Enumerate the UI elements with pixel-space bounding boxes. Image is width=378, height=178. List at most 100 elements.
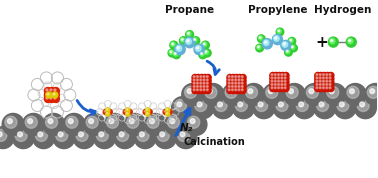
Circle shape: [238, 79, 240, 81]
Circle shape: [324, 83, 346, 106]
Circle shape: [318, 72, 324, 78]
Circle shape: [329, 74, 331, 75]
Circle shape: [205, 74, 211, 80]
Circle shape: [168, 111, 170, 112]
Circle shape: [268, 89, 273, 94]
Circle shape: [53, 127, 75, 149]
Circle shape: [266, 86, 278, 98]
Circle shape: [347, 38, 353, 44]
Circle shape: [5, 116, 17, 128]
Circle shape: [76, 129, 88, 142]
Circle shape: [205, 84, 211, 90]
Circle shape: [283, 72, 289, 78]
Circle shape: [197, 102, 202, 107]
Circle shape: [96, 129, 108, 142]
Circle shape: [175, 127, 197, 149]
Circle shape: [230, 88, 236, 94]
Circle shape: [227, 88, 233, 94]
Circle shape: [284, 83, 305, 106]
Circle shape: [235, 89, 237, 91]
Circle shape: [325, 82, 331, 88]
Circle shape: [281, 77, 283, 79]
Circle shape: [106, 108, 110, 112]
Circle shape: [106, 112, 110, 116]
Circle shape: [201, 41, 209, 49]
Circle shape: [238, 102, 243, 107]
Circle shape: [56, 129, 68, 142]
Circle shape: [271, 80, 273, 82]
Circle shape: [225, 86, 237, 98]
Circle shape: [325, 79, 331, 85]
Circle shape: [202, 88, 208, 94]
Circle shape: [321, 76, 327, 82]
Circle shape: [171, 42, 175, 46]
Circle shape: [128, 111, 130, 112]
Circle shape: [273, 72, 279, 78]
Circle shape: [257, 45, 261, 49]
Circle shape: [325, 76, 331, 82]
Circle shape: [127, 109, 132, 114]
Circle shape: [200, 76, 202, 78]
Circle shape: [203, 76, 205, 78]
Circle shape: [290, 44, 297, 52]
Circle shape: [44, 91, 51, 98]
Circle shape: [355, 97, 376, 119]
Circle shape: [274, 77, 276, 79]
Circle shape: [309, 89, 314, 94]
Circle shape: [280, 86, 286, 92]
Circle shape: [291, 46, 293, 48]
Circle shape: [322, 74, 324, 75]
Circle shape: [200, 52, 204, 56]
Circle shape: [315, 82, 321, 88]
Circle shape: [200, 79, 202, 81]
Circle shape: [287, 50, 288, 52]
Circle shape: [237, 81, 243, 87]
Circle shape: [319, 83, 321, 85]
Circle shape: [350, 89, 354, 94]
Circle shape: [277, 87, 280, 89]
Circle shape: [203, 85, 205, 87]
Circle shape: [265, 41, 267, 43]
Circle shape: [198, 74, 204, 80]
Circle shape: [281, 40, 291, 51]
Circle shape: [328, 72, 334, 78]
Circle shape: [174, 52, 178, 56]
Circle shape: [328, 82, 334, 88]
Circle shape: [299, 102, 304, 107]
Circle shape: [197, 82, 198, 84]
Circle shape: [187, 32, 191, 36]
Circle shape: [276, 82, 282, 88]
Circle shape: [240, 88, 246, 94]
Circle shape: [193, 38, 197, 42]
Circle shape: [205, 88, 211, 94]
Circle shape: [319, 74, 321, 75]
Circle shape: [270, 86, 276, 92]
Circle shape: [271, 87, 273, 89]
Circle shape: [235, 100, 247, 111]
Circle shape: [271, 83, 273, 85]
Circle shape: [188, 116, 200, 128]
Circle shape: [293, 97, 315, 119]
Circle shape: [329, 87, 331, 89]
Circle shape: [322, 80, 324, 82]
Circle shape: [256, 100, 268, 111]
Circle shape: [198, 81, 204, 87]
Circle shape: [192, 81, 198, 87]
Circle shape: [237, 84, 243, 90]
Circle shape: [241, 89, 243, 91]
Circle shape: [271, 74, 273, 75]
Circle shape: [139, 132, 144, 137]
Circle shape: [322, 77, 324, 79]
Circle shape: [304, 83, 325, 106]
Circle shape: [48, 119, 53, 124]
Circle shape: [326, 80, 328, 82]
Circle shape: [181, 39, 183, 40]
Circle shape: [227, 81, 233, 87]
Circle shape: [326, 87, 328, 89]
Circle shape: [45, 116, 57, 128]
Circle shape: [192, 88, 198, 94]
Circle shape: [283, 82, 289, 88]
Circle shape: [284, 74, 286, 75]
Circle shape: [274, 74, 276, 75]
Circle shape: [315, 79, 321, 85]
